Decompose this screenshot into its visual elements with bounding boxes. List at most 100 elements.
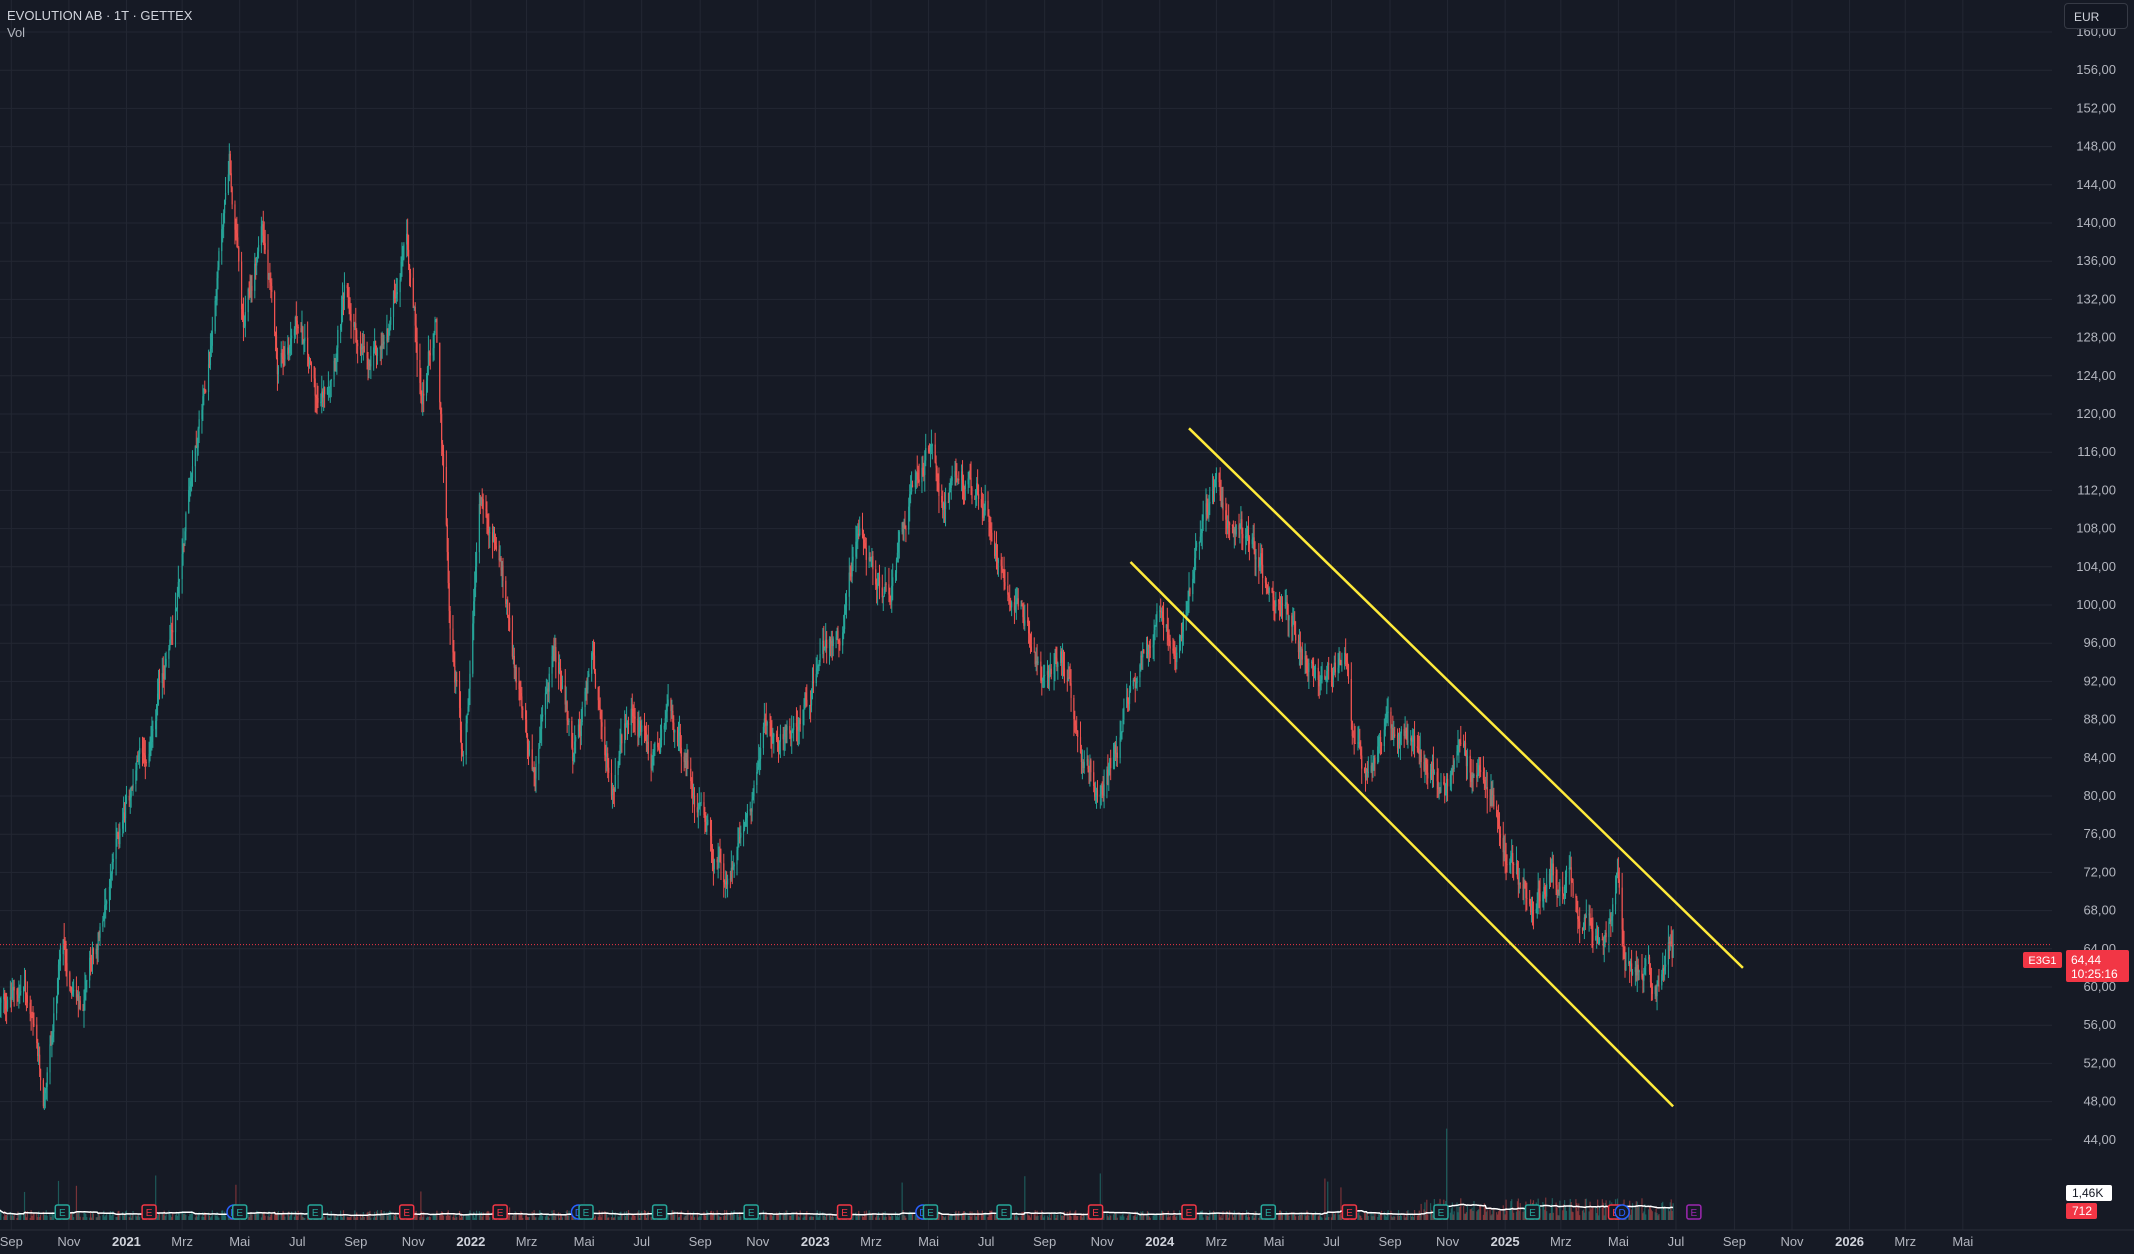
- price-axis[interactable]: 160,00156,00152,00148,00144,00140,00136,…: [2076, 24, 2116, 1147]
- candle-body: [300, 328, 302, 332]
- volume-legend[interactable]: Vol: [7, 25, 26, 40]
- candle-body: [37, 1043, 39, 1057]
- volume-bar: [452, 1216, 454, 1220]
- candle-body: [983, 510, 985, 518]
- candle-body: [743, 822, 746, 830]
- candle-body: [460, 730, 463, 749]
- volume-bar: [1023, 1211, 1025, 1220]
- volume-bar: [1581, 1210, 1584, 1220]
- volume-bar: [1147, 1211, 1150, 1220]
- candle-body: [254, 263, 256, 291]
- candle-body: [868, 557, 870, 560]
- volume-bar: [379, 1212, 381, 1220]
- candle-body: [1624, 958, 1626, 971]
- candle-body: [370, 355, 372, 367]
- volume-bar: [1340, 1187, 1342, 1220]
- volume-bar: [1215, 1212, 1217, 1220]
- candle-body: [842, 632, 844, 646]
- event-marker-label: E: [312, 1208, 319, 1219]
- volume-bar: [1425, 1211, 1427, 1220]
- volume-bar: [515, 1212, 517, 1220]
- volume-bar: [207, 1212, 210, 1220]
- candle-body: [797, 730, 799, 732]
- volume-bar: [1159, 1214, 1161, 1220]
- candle-body: [25, 993, 28, 996]
- volume-bar: [944, 1217, 946, 1220]
- volume-bar: [718, 1215, 720, 1220]
- candle-body: [1267, 589, 1269, 593]
- volume-bar: [784, 1213, 786, 1220]
- candle-body: [666, 705, 668, 712]
- volume-bar: [280, 1214, 282, 1220]
- currency-button[interactable]: EUR: [2064, 3, 2128, 29]
- candle-body: [822, 640, 824, 654]
- candle-body: [1167, 630, 1169, 639]
- volume-bar: [1413, 1217, 1415, 1220]
- volume-bar: [1110, 1215, 1112, 1220]
- volume-bar: [1016, 1216, 1018, 1220]
- candle-body: [402, 258, 404, 260]
- candle-body: [119, 828, 121, 845]
- time-axis[interactable]: Sep Nov 2021 Mrz Mai Jul Sep Nov 2022 Mrz Mai Jul Se…: [0, 1229, 2134, 1249]
- candle-body: [1410, 737, 1412, 741]
- volume-bar: [831, 1215, 833, 1220]
- volume-bar: [1134, 1211, 1136, 1220]
- candle-body: [1225, 510, 1227, 520]
- candle-body: [726, 881, 728, 885]
- volume-bar: [1392, 1217, 1394, 1220]
- candle-body: [885, 583, 887, 585]
- candle-body: [1502, 837, 1504, 853]
- volume-bar: [436, 1210, 438, 1220]
- volume-bar: [1321, 1217, 1323, 1220]
- volume-bar: [1496, 1214, 1499, 1220]
- candle-body: [1503, 850, 1505, 853]
- volume-bar: [777, 1213, 780, 1220]
- volume-bar: [1198, 1214, 1200, 1220]
- volume-bar: [884, 1211, 886, 1220]
- trend-channel[interactable]: [1129, 427, 1744, 1108]
- volume-bar: [949, 1215, 951, 1220]
- volume-bar: [1013, 1213, 1016, 1220]
- volume-bar: [1219, 1217, 1221, 1220]
- volume-bar: [975, 1216, 977, 1220]
- candle-body: [647, 741, 649, 754]
- candle-body: [19, 992, 21, 996]
- candle-body: [50, 1044, 52, 1046]
- volume-bar: [38, 1211, 40, 1220]
- volume-bar: [71, 1211, 73, 1220]
- candle-body: [1241, 519, 1243, 534]
- volume-bar: [508, 1215, 510, 1220]
- candle-body: [1294, 620, 1296, 635]
- candle-body: [33, 1024, 35, 1026]
- candle-body: [750, 809, 752, 812]
- volume-bar: [375, 1211, 378, 1220]
- candle-body: [944, 502, 946, 510]
- volume-bar: [1641, 1198, 1643, 1220]
- candle-body: [1274, 603, 1276, 607]
- volume-bar: [1546, 1211, 1548, 1220]
- volume-bar: [119, 1214, 121, 1220]
- volume-bar: [1201, 1210, 1203, 1220]
- candle-body: [260, 226, 262, 246]
- symbol-title[interactable]: EVOLUTION AB · 1T · GETTEX: [7, 8, 193, 23]
- volume-bar: [826, 1213, 828, 1220]
- volume-bar: [1416, 1215, 1418, 1220]
- volume-bar: [0, 1210, 1, 1220]
- volume-bar: [687, 1210, 689, 1220]
- volume-bar: [766, 1216, 768, 1220]
- volume-bar: [197, 1213, 199, 1220]
- volume-bar: [726, 1210, 728, 1220]
- volume-bar: [103, 1210, 105, 1220]
- volume-bar: [977, 1212, 980, 1220]
- volume-bar: [1286, 1214, 1288, 1220]
- volume-bar: [680, 1210, 682, 1220]
- candle-body: [77, 994, 79, 1001]
- candle-body: [631, 708, 633, 710]
- candle-body: [215, 300, 217, 302]
- channel-line-upper: [1188, 427, 1744, 969]
- candle-body: [1456, 751, 1458, 761]
- event-markers[interactable]: EEDEEEEDEEEEDEEEEEEEEEDE: [54, 1204, 1702, 1220]
- candle-body: [1308, 663, 1310, 673]
- price-tick-label: 88,00: [2083, 712, 2116, 727]
